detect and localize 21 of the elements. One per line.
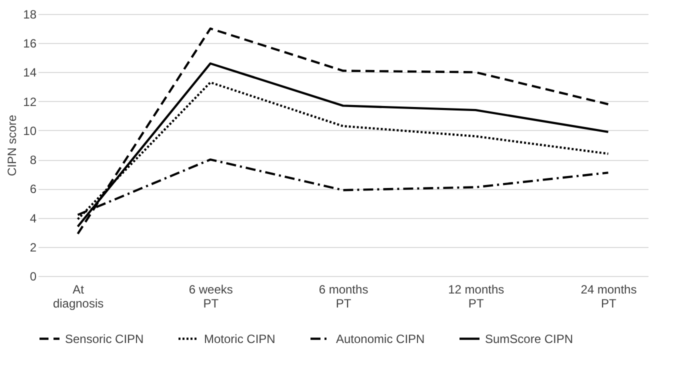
x-tick-label: 24 months PT	[580, 282, 637, 310]
line-series	[76, 27, 610, 235]
x-tick-label: 12 months PT	[448, 282, 504, 310]
y-tick-label: 12	[23, 94, 37, 109]
y-tick-label: 14	[23, 66, 37, 80]
legend-label: Sensoric CIPN	[65, 332, 144, 346]
y-axis-title: CIPN score	[5, 114, 20, 176]
y-tick-label: 4	[30, 211, 37, 226]
y-tick-label: 10	[23, 124, 37, 138]
y-tick-label: 8	[30, 153, 37, 168]
y-tick-label: 18	[23, 8, 37, 22]
y-tick-label: 0	[30, 270, 37, 284]
y-tick-label: 16	[23, 36, 37, 51]
legend-label: Motoric CIPN	[204, 332, 276, 346]
legend-label: Autonomic CIPN	[336, 332, 425, 346]
y-tick-label: 6	[30, 182, 37, 196]
x-tick-label: 6 weeks PT	[188, 282, 233, 310]
y-tick-label: 2	[30, 240, 37, 254]
legend-label: SumScore CIPN	[485, 332, 574, 346]
x-tick-label: 6 months PT	[318, 282, 368, 310]
x-tick-label: At diagnosis	[52, 282, 104, 310]
